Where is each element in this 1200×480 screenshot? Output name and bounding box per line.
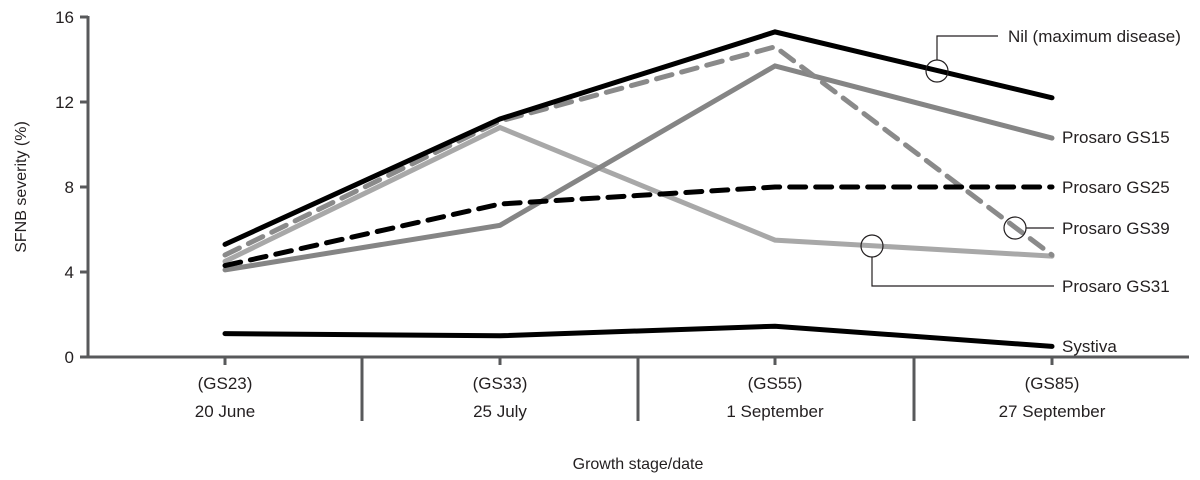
series-labels: Nil (maximum disease) Prosaro GS15 Prosa… [1008, 27, 1181, 356]
category-stage-3: (GS55) [748, 374, 803, 393]
series-line-prosaro-gs25 [222, 184, 1055, 269]
category-date-3: 1 September [726, 402, 824, 421]
y-tick-8: 8 [65, 178, 74, 197]
x-category-labels: (GS23) 20 June (GS33) 25 July (GS55) 1 S… [195, 374, 1106, 421]
series-label-gs25: Prosaro GS25 [1062, 178, 1170, 197]
series-label-gs39: Prosaro GS39 [1062, 219, 1170, 238]
y-axis [80, 15, 90, 359]
x-axis-title: Growth stage/date [573, 456, 704, 473]
series-line-systiva [222, 323, 1055, 349]
series-label-gs31: Prosaro GS31 [1062, 277, 1170, 296]
series-line-prosaro-gs39 [222, 44, 1055, 258]
category-stage-1: (GS23) [198, 374, 253, 393]
category-date-1: 20 June [195, 402, 256, 421]
y-tick-16: 16 [55, 8, 74, 27]
y-tick-0: 0 [65, 348, 74, 367]
series-layer [222, 29, 1055, 349]
category-stage-4: (GS85) [1025, 374, 1080, 393]
callout-leader-nil [936, 35, 998, 60]
callouts [860, 35, 1054, 287]
y-tick-labels: 16 12 8 4 0 [55, 8, 74, 367]
y-axis-title: SFNB severity (%) [13, 121, 30, 253]
series-label-nil: Nil (maximum disease) [1008, 27, 1181, 46]
category-date-2: 25 July [473, 402, 527, 421]
series-label-gs15: Prosaro GS15 [1062, 128, 1170, 147]
series-line-nil-maximum-disease [222, 29, 1055, 247]
callout-leader-gs31 [871, 257, 1054, 287]
series-label-systiva: Systiva [1062, 337, 1117, 356]
series-line-prosaro-gs31 [222, 124, 1055, 264]
category-date-4: 27 September [999, 402, 1106, 421]
y-tick-4: 4 [65, 263, 74, 282]
x-axis [86, 355, 1189, 421]
series-line-prosaro-gs15 [222, 63, 1055, 273]
category-stage-2: (GS33) [473, 374, 528, 393]
y-tick-12: 12 [55, 93, 74, 112]
